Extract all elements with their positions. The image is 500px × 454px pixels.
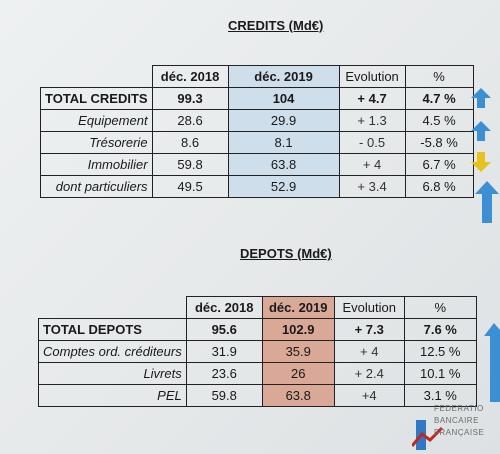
- credits-col-pct: %: [404, 65, 474, 88]
- depots-table: déc. 2018 déc. 2019 Evolution % TOTAL DE…: [38, 296, 477, 407]
- cell-pct: 4.7 %: [404, 87, 474, 110]
- cell-2018: 59.8: [185, 384, 263, 407]
- row-label: Trésorerie: [40, 131, 153, 154]
- cell-pct: 12.5 %: [403, 340, 477, 363]
- depots-col-pct: %: [403, 296, 477, 319]
- cell-2018: 28.6: [151, 109, 229, 132]
- cell-evolution: - 0.5: [338, 131, 406, 154]
- cell-evolution: + 3.4: [338, 175, 406, 198]
- row-label: TOTAL DEPOTS: [38, 318, 187, 341]
- table-row: TOTAL DEPOTS 95.6 102.9 + 7.3 7.6 %: [38, 318, 477, 341]
- arrow-up-icon: [471, 121, 491, 141]
- depots-header-row: déc. 2018 déc. 2019 Evolution %: [38, 296, 477, 319]
- row-label: Comptes ord. créditeurs: [38, 340, 187, 363]
- row-label: Immobilier: [40, 153, 153, 176]
- row-label: PEL: [38, 384, 187, 407]
- cell-2019: 102.9: [261, 318, 335, 341]
- cell-2018: 8.6: [151, 131, 229, 154]
- cell-pct: 10.1 %: [403, 362, 477, 385]
- credits-col-2019: déc. 2019: [227, 65, 340, 88]
- cell-2019: 104: [227, 87, 340, 110]
- cell-2019: 63.8: [227, 153, 340, 176]
- table-row: Comptes ord. créditeurs 31.9 35.9 + 4 12…: [38, 340, 477, 363]
- depots-col-evolution: Evolution: [333, 296, 405, 319]
- arrow-up-icon: [471, 88, 491, 108]
- credits-col-evolution: Evolution: [338, 65, 406, 88]
- credits-col-2018: déc. 2018: [151, 65, 229, 88]
- logo-line-3: FRANÇAISE: [434, 428, 485, 437]
- cell-pct: 4.5 %: [404, 109, 474, 132]
- cell-evolution: + 1.3: [338, 109, 406, 132]
- cell-2019: 29.9: [227, 109, 340, 132]
- cell-pct: -5.8 %: [404, 131, 474, 154]
- arrow-up-icon: [475, 181, 499, 223]
- table-row: Livrets 23.6 26 + 2.4 10.1 %: [38, 362, 477, 385]
- credits-corner: [40, 65, 153, 88]
- cell-2018: 59.8: [151, 153, 229, 176]
- credits-header-row: déc. 2018 déc. 2019 Evolution %: [40, 65, 474, 88]
- row-label: TOTAL CREDITS: [40, 87, 153, 110]
- cell-2019: 35.9: [261, 340, 335, 363]
- cell-evolution: + 4.7: [338, 87, 406, 110]
- table-row: Trésorerie 8.6 8.1 - 0.5 -5.8 %: [40, 131, 474, 154]
- fbf-logo-icon: [412, 420, 444, 450]
- depots-corner: [38, 296, 187, 319]
- cell-pct: 7.6 %: [403, 318, 477, 341]
- cell-2019: 52.9: [227, 175, 340, 198]
- cell-2018: 23.6: [185, 362, 263, 385]
- cell-pct: 6.8 %: [404, 175, 474, 198]
- arrow-up-icon: [484, 323, 500, 402]
- cell-2018: 49.5: [151, 175, 229, 198]
- credits-title: CREDITS (Md€): [228, 18, 324, 33]
- cell-evolution: + 4: [333, 340, 405, 363]
- row-label: dont particuliers: [40, 175, 153, 198]
- row-label: Equipement: [40, 109, 153, 132]
- logo-line-1: FEDERATIO: [434, 404, 484, 413]
- cell-2019: 63.8: [261, 384, 335, 407]
- depots-col-2019: déc. 2019: [261, 296, 335, 319]
- cell-2019: 26: [261, 362, 335, 385]
- cell-2018: 99.3: [151, 87, 229, 110]
- depots-title: DEPOTS (Md€): [240, 246, 332, 261]
- table-row: PEL 59.8 63.8 +4 3.1 %: [38, 384, 477, 407]
- table-row: dont particuliers 49.5 52.9 + 3.4 6.8 %: [40, 175, 474, 198]
- cell-evolution: +4: [333, 384, 405, 407]
- cell-2018: 31.9: [185, 340, 263, 363]
- cell-evolution: + 7.3: [333, 318, 405, 341]
- cell-evolution: + 2.4: [333, 362, 405, 385]
- cell-pct: 6.7 %: [404, 153, 474, 176]
- table-row: Immobilier 59.8 63.8 + 4 6.7 %: [40, 153, 474, 176]
- cell-2019: 8.1: [227, 131, 340, 154]
- arrow-down-icon: [471, 152, 491, 172]
- table-row: TOTAL CREDITS 99.3 104 + 4.7 4.7 %: [40, 87, 474, 110]
- depots-col-2018: déc. 2018: [185, 296, 263, 319]
- row-label: Livrets: [38, 362, 187, 385]
- cell-2018: 95.6: [185, 318, 263, 341]
- credits-table: déc. 2018 déc. 2019 Evolution % TOTAL CR…: [40, 65, 474, 198]
- cell-pct: 3.1 %: [403, 384, 477, 407]
- logo-line-2: BANCAIRE: [434, 416, 479, 425]
- cell-evolution: + 4: [338, 153, 406, 176]
- table-row: Equipement 28.6 29.9 + 1.3 4.5 %: [40, 109, 474, 132]
